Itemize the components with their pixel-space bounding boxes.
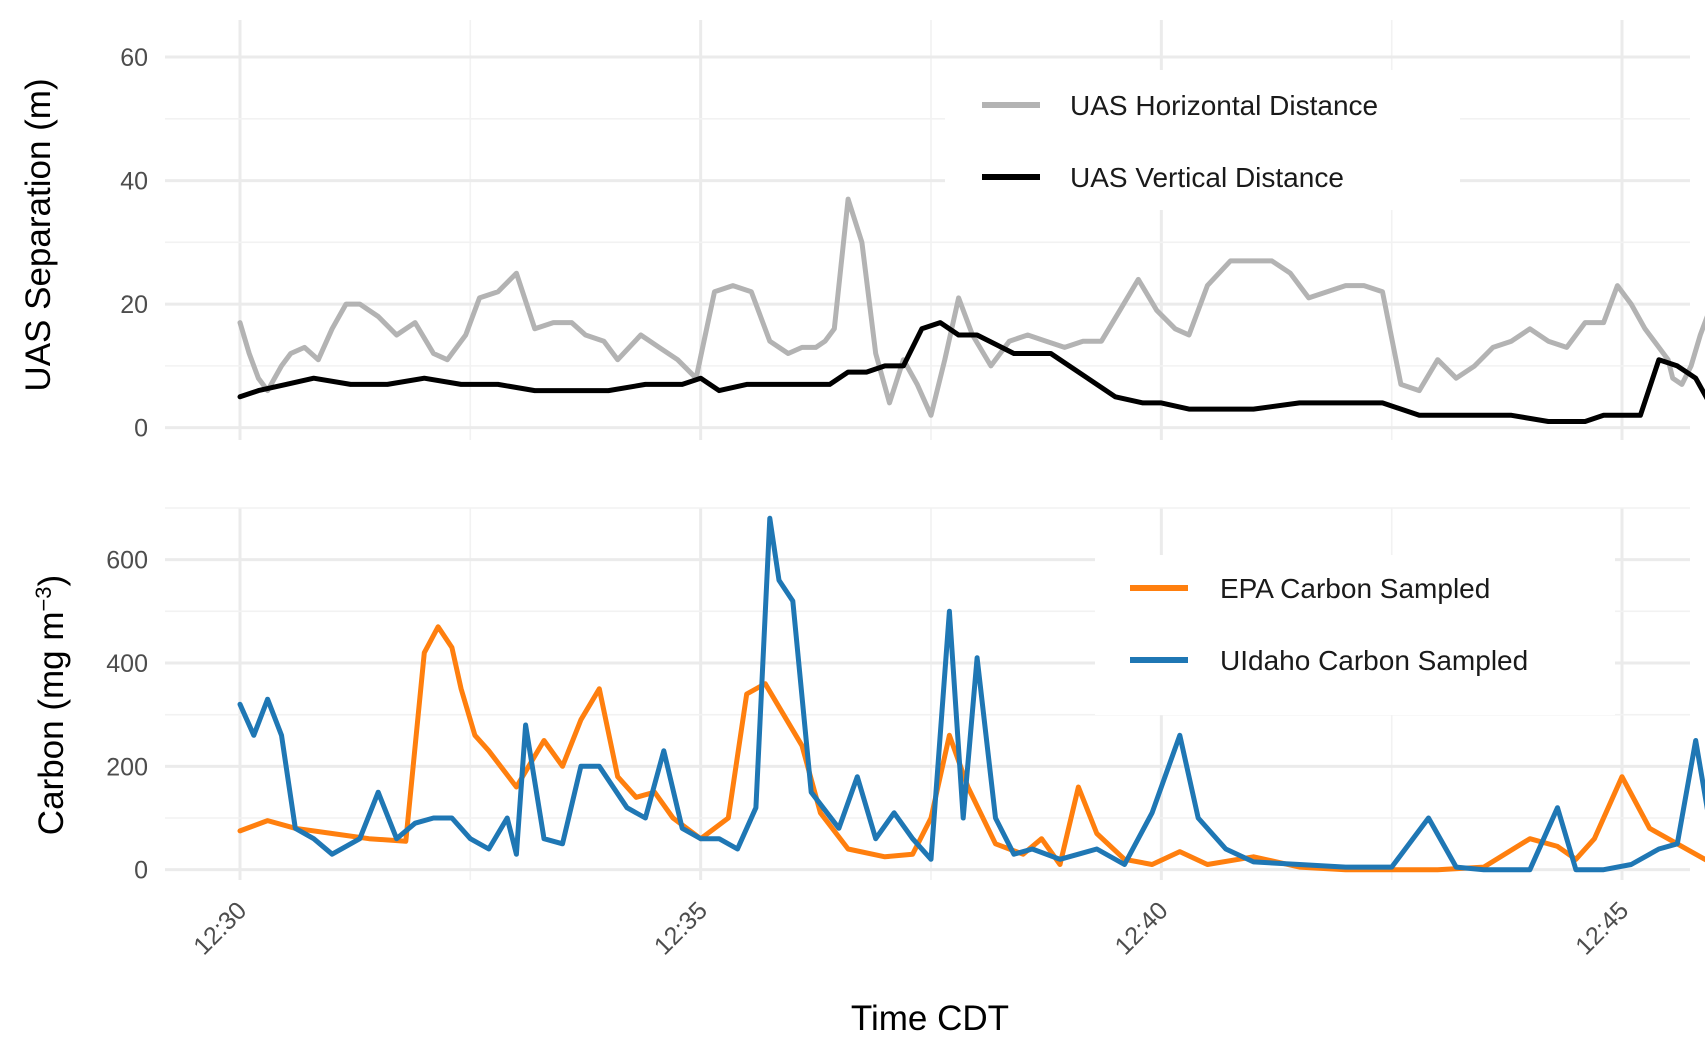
separation-series-line-2 — [237, 320, 1705, 424]
separation-y-tick-label: 20 — [120, 291, 148, 319]
carbon-y-ticks: 0 200 400 600 — [106, 547, 148, 885]
separation-y-ticks: 0 20 40 60 — [120, 44, 148, 443]
carbon-y-axis-title-exponent: −3 — [31, 586, 56, 611]
carbon-panel: 0 200 400 600 Carbon (mg m−3) EPA Carbon Sa… — [31, 507, 1705, 1038]
carbon-legend: EPA Carbon Sampled UIdaho Carbon Sampled — [1095, 555, 1615, 715]
separation-series — [237, 196, 1705, 424]
carbon-legend-box — [1095, 555, 1615, 715]
legend-label-horizontal: UAS Horizontal Distance — [1070, 90, 1378, 121]
x-tick-label: 12:40 — [1110, 896, 1174, 960]
x-tick-label: 12:45 — [1570, 896, 1634, 960]
x-tick-label: 12:35 — [649, 896, 713, 960]
carbon-y-tick-label: 0 — [134, 857, 148, 885]
legend-label-uidaho: UIdaho Carbon Sampled — [1220, 645, 1528, 676]
separation-y-tick-label: 60 — [120, 44, 148, 72]
carbon-y-tick-label: 400 — [106, 650, 148, 678]
separation-legend-box — [945, 70, 1460, 210]
carbon-y-tick-label: 200 — [106, 753, 148, 781]
legend-label-vertical: UAS Vertical Distance — [1070, 162, 1344, 193]
time-x-ticks: 12:30 12:35 12:40 12:45 — [188, 896, 1634, 960]
x-tick-label: 12:30 — [188, 896, 252, 960]
carbon-y-axis-title-main: Carbon (mg m — [32, 612, 71, 836]
carbon-series-line-2 — [237, 515, 1705, 873]
legend-label-epa: EPA Carbon Sampled — [1220, 573, 1490, 604]
carbon-y-tick-label: 600 — [106, 547, 148, 575]
x-axis-title: Time CDT — [851, 999, 1009, 1038]
separation-y-tick-label: 0 — [134, 415, 148, 443]
separation-y-tick-label: 40 — [120, 168, 148, 196]
carbon-series — [237, 515, 1705, 873]
carbon-y-axis-title: Carbon (mg m−3) — [31, 575, 71, 835]
carbon-series-line-1 — [237, 624, 1705, 873]
separation-panel: 0 20 40 60 UAS Separation (m) UAS Horizonta… — [19, 20, 1705, 443]
separation-y-axis-title: UAS Separation (m) — [19, 78, 58, 391]
carbon-y-axis-title-close: ) — [32, 575, 71, 587]
separation-legend: UAS Horizontal Distance UAS Vertical Dis… — [945, 70, 1460, 210]
